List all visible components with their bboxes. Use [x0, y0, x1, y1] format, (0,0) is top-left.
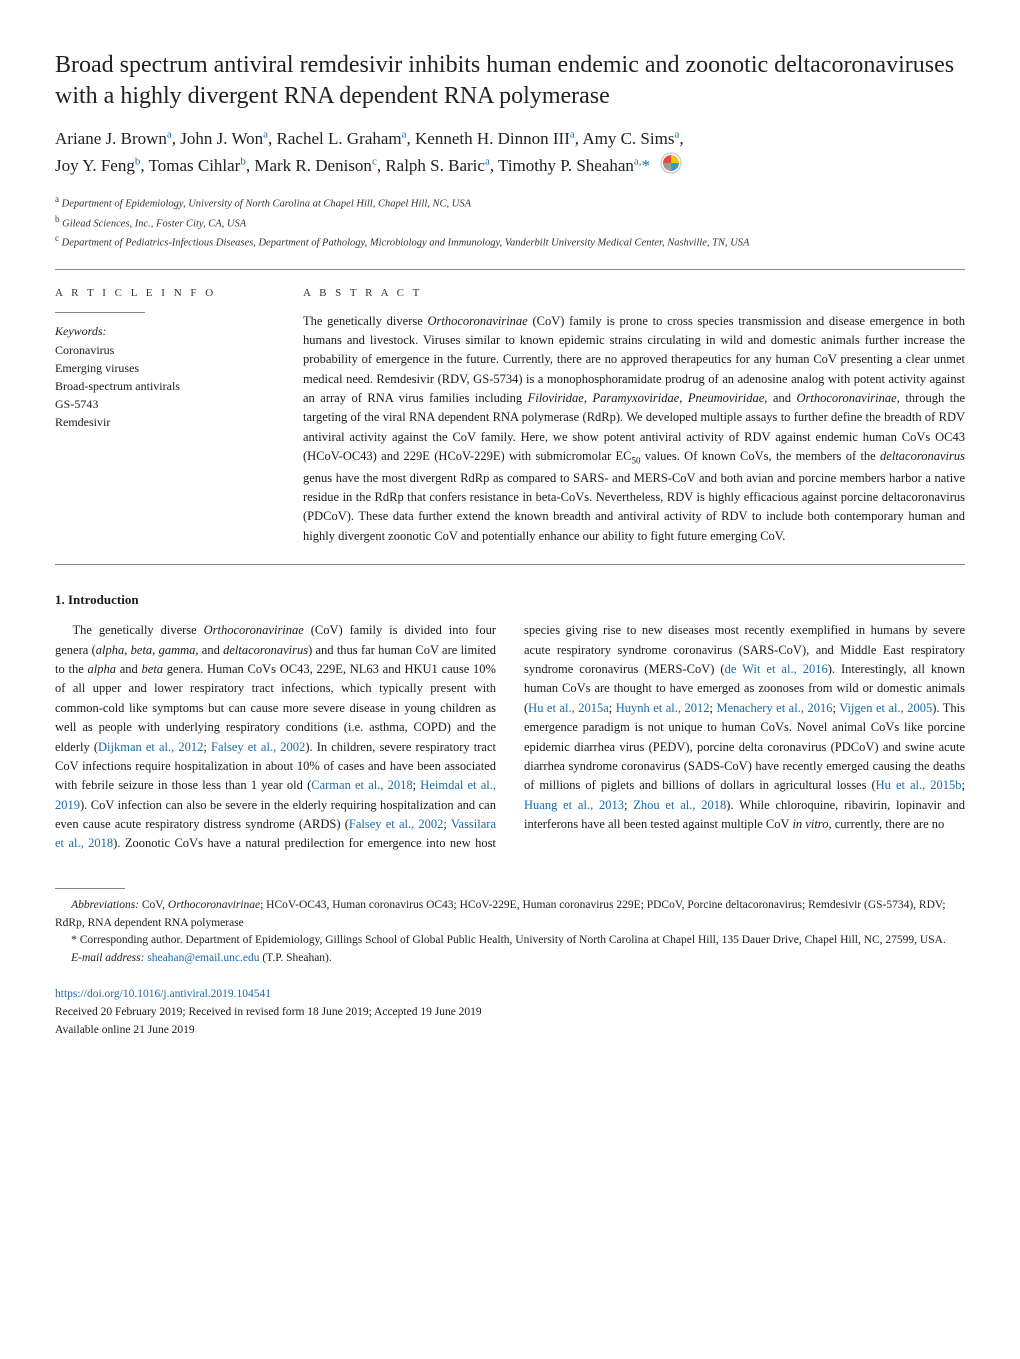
available-online: Available online 21 June 2019 — [55, 1022, 965, 1040]
email-footnote: E-mail address: sheahan@email.unc.edu (T… — [55, 950, 965, 968]
affiliations-block: a Department of Epidemiology, University… — [55, 193, 965, 251]
abstract-text: The genetically diverse Orthocoronavirin… — [303, 312, 965, 547]
keyword: Remdesivir — [55, 413, 265, 431]
authors-line-2: Joy Y. Fengb, Tomas Cihlarb, Mark R. Den… — [55, 156, 650, 175]
section-heading-introduction: 1. Introduction — [55, 591, 965, 609]
citation-link[interactable]: de Wit et al., 2016 — [725, 662, 828, 676]
article-title: Broad spectrum antiviral remdesivir inhi… — [55, 50, 965, 112]
abstract-column: A B S T R A C T The genetically diverse … — [303, 286, 965, 546]
email-link[interactable]: sheahan@email.unc.edu — [147, 952, 259, 964]
keywords-list: Coronavirus Emerging viruses Broad-spect… — [55, 341, 265, 431]
citation-link[interactable]: Vijgen et al., 2005 — [839, 701, 932, 715]
divider — [55, 312, 145, 313]
citation-link[interactable]: Huynh et al., 2012 — [616, 701, 710, 715]
article-info-label: A R T I C L E I N F O — [55, 286, 265, 301]
authors-line-1: Ariane J. Browna, John J. Wona, Rachel L… — [55, 129, 684, 148]
citation-link[interactable]: Heimdal et al., 2019 — [55, 778, 496, 811]
article-info-column: A R T I C L E I N F O Keywords: Coronavi… — [55, 286, 265, 546]
divider — [55, 888, 125, 889]
authors-block: Ariane J. Browna, John J. Wona, Rachel L… — [55, 126, 965, 181]
citation-link[interactable]: Hu et al., 2015b — [876, 778, 962, 792]
keyword: Emerging viruses — [55, 359, 265, 377]
citation-link[interactable]: Menachery et al., 2016 — [716, 701, 832, 715]
email-label: E-mail address: — [71, 952, 144, 964]
received-dates: Received 20 February 2019; Received in r… — [55, 1004, 965, 1022]
citation-link[interactable]: Zhou et al., 2018 — [633, 798, 726, 812]
body-text: The genetically diverse Orthocoronavirin… — [55, 621, 965, 854]
citation-link[interactable]: Dijkman et al., 2012 — [98, 740, 203, 754]
keyword: Broad-spectrum antivirals — [55, 377, 265, 395]
citation-link[interactable]: Huang et al., 2013 — [524, 798, 624, 812]
email-suffix: (T.P. Sheahan). — [259, 952, 331, 964]
keywords-label: Keywords: — [55, 323, 265, 340]
keyword: Coronavirus — [55, 341, 265, 359]
citation-link[interactable]: Falsey et al., 2002 — [349, 817, 444, 831]
affiliation-a: a Department of Epidemiology, University… — [55, 193, 965, 212]
affiliation-b: b Gilead Sciences, Inc., Foster City, CA… — [55, 213, 965, 232]
abstract-label: A B S T R A C T — [303, 286, 965, 301]
citation-link[interactable]: Falsey et al., 2002 — [211, 740, 305, 754]
intro-paragraph: The genetically diverse Orthocoronavirin… — [55, 621, 965, 854]
citation-link[interactable]: Carman et al., 2018 — [311, 778, 412, 792]
footer-block: https://doi.org/10.1016/j.antiviral.2019… — [55, 986, 965, 1039]
divider — [55, 564, 965, 565]
footnotes-block: Abbreviations: CoV, Orthocoronavirinae; … — [55, 888, 965, 968]
abbreviations-footnote: Abbreviations: CoV, Orthocoronavirinae; … — [55, 897, 965, 933]
crossmark-icon[interactable] — [660, 152, 682, 182]
citation-link[interactable]: Hu et al., 2015a — [528, 701, 609, 715]
affiliation-c: c Department of Pediatrics-Infectious Di… — [55, 232, 965, 251]
keyword: GS-5743 — [55, 395, 265, 413]
doi-link[interactable]: https://doi.org/10.1016/j.antiviral.2019… — [55, 988, 271, 1000]
info-abstract-row: A R T I C L E I N F O Keywords: Coronavi… — [55, 270, 965, 564]
corresponding-author-footnote: * Corresponding author. Department of Ep… — [55, 932, 965, 950]
